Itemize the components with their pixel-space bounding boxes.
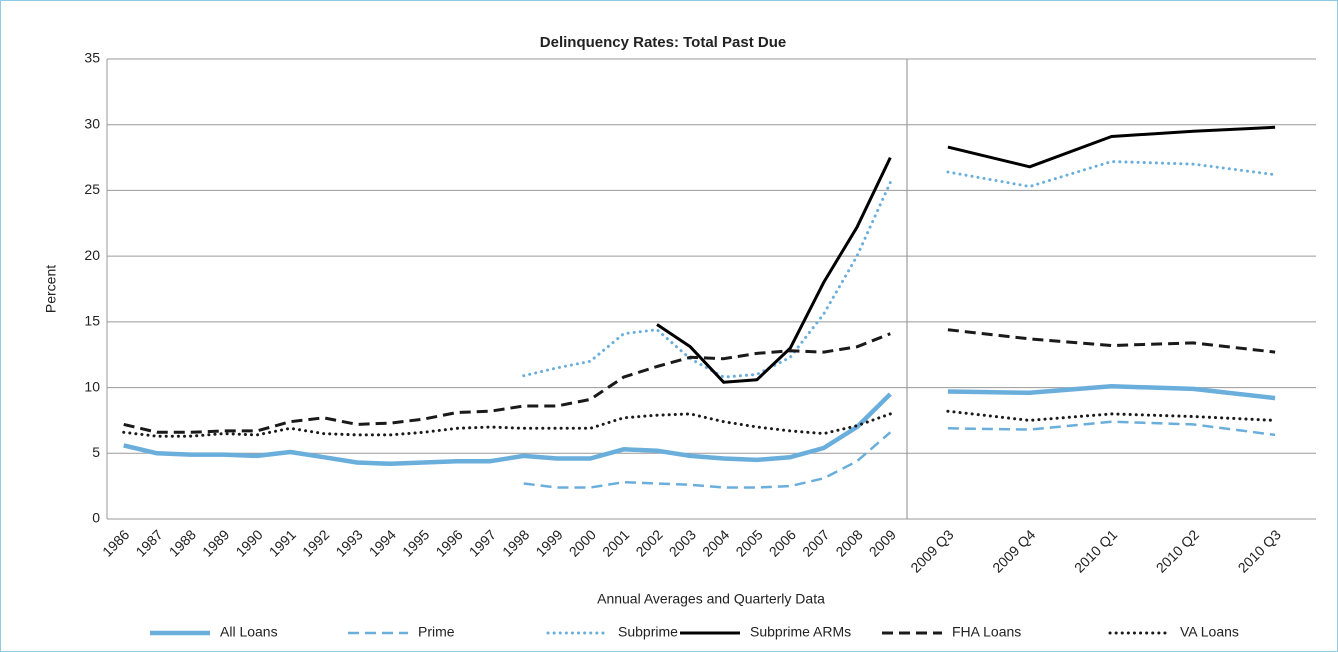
- series-line: [947, 328, 1276, 354]
- x-tick-label: 1998: [499, 526, 532, 559]
- x-tick-label: 2010 Q1: [1071, 526, 1120, 575]
- x-tick-label: 1993: [332, 526, 365, 559]
- x-tick-label: 2009: [866, 526, 899, 559]
- x-tick-label: 2002: [632, 526, 665, 559]
- x-tick-label: 1990: [232, 526, 265, 559]
- x-tick-label: 1992: [299, 526, 332, 559]
- x-tick-label: 2010 Q3: [1235, 526, 1284, 575]
- x-tick-label: 2009 Q3: [907, 526, 956, 575]
- y-axis-label: Percent: [43, 265, 59, 313]
- x-tick-label: 1989: [199, 526, 232, 559]
- legend-label: FHA Loans: [952, 624, 1021, 640]
- x-tick-label: 1986: [99, 526, 132, 559]
- series-line: [947, 125, 1276, 169]
- x-tick-label: 1994: [366, 526, 399, 559]
- x-tick-label: 2001: [599, 526, 632, 559]
- y-tick-label: 25: [84, 181, 100, 197]
- series-line: [946, 409, 1277, 422]
- x-tick-label: 1997: [466, 526, 499, 559]
- series-line: [946, 160, 1277, 188]
- series-line: [122, 412, 892, 438]
- x-tick-label: 1991: [266, 526, 299, 559]
- series-line: [522, 181, 892, 379]
- x-tick-label: 2010 Q2: [1153, 526, 1202, 575]
- x-tick-label: 2008: [832, 526, 865, 559]
- y-tick-label: 35: [84, 50, 100, 66]
- x-tick-label: 2009 Q4: [989, 526, 1038, 575]
- legend-label: All Loans: [220, 624, 278, 640]
- x-tick-label: 2000: [566, 526, 599, 559]
- series-line: [123, 392, 892, 467]
- legend-label: VA Loans: [1180, 624, 1239, 640]
- x-tick-label: 2007: [799, 526, 832, 559]
- x-tick-label: 1999: [532, 526, 565, 559]
- x-tick-label: 1988: [166, 526, 199, 559]
- series-line: [123, 332, 891, 434]
- y-tick-label: 30: [84, 115, 100, 131]
- series-line: [947, 420, 1276, 437]
- legend-label: Prime: [418, 624, 455, 640]
- legend-label: Subprime ARMs: [750, 624, 851, 640]
- series-line: [947, 384, 1276, 401]
- series-line: [523, 431, 892, 489]
- x-tick-label: 2006: [766, 526, 799, 559]
- y-tick-label: 20: [84, 247, 100, 263]
- y-tick-label: 10: [84, 378, 100, 394]
- chart-title: Delinquency Rates: Total Past Due: [540, 34, 786, 51]
- y-tick-label: 5: [92, 444, 100, 460]
- y-tick-label: 15: [84, 313, 100, 329]
- x-tick-label: 1996: [432, 526, 465, 559]
- y-tick-label: 0: [92, 510, 100, 526]
- x-axis-label: Annual Averages and Quarterly Data: [597, 591, 825, 607]
- x-tick-label: 1995: [399, 526, 432, 559]
- x-tick-label: 2004: [699, 526, 732, 559]
- series-line: [656, 156, 892, 384]
- x-tick-label: 1987: [132, 526, 165, 559]
- legend-label: Subprime: [618, 624, 678, 640]
- x-tick-label: 2005: [732, 526, 765, 559]
- x-tick-label: 2003: [666, 526, 699, 559]
